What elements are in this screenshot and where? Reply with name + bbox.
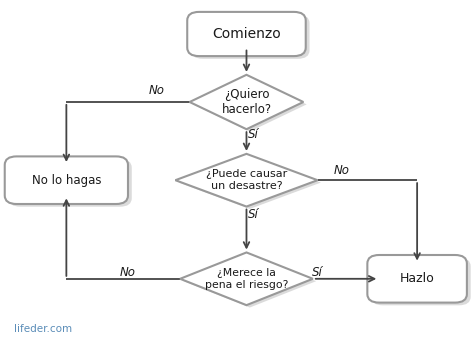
- Polygon shape: [180, 252, 313, 305]
- FancyBboxPatch shape: [371, 258, 471, 305]
- FancyBboxPatch shape: [9, 159, 132, 207]
- Text: Sí: Sí: [312, 266, 323, 278]
- Polygon shape: [190, 75, 303, 129]
- FancyBboxPatch shape: [191, 15, 310, 59]
- Text: Comienzo: Comienzo: [212, 27, 281, 41]
- Text: No: No: [333, 164, 349, 176]
- Text: Sí: Sí: [248, 208, 259, 221]
- FancyBboxPatch shape: [187, 12, 306, 56]
- Text: No: No: [148, 84, 164, 97]
- Polygon shape: [183, 255, 316, 307]
- Text: ¿Puede causar
un desastre?: ¿Puede causar un desastre?: [206, 169, 287, 191]
- Text: No lo hagas: No lo hagas: [32, 174, 101, 187]
- Text: ¿Merece la
pena el riesgo?: ¿Merece la pena el riesgo?: [205, 268, 288, 290]
- Polygon shape: [179, 156, 321, 209]
- FancyBboxPatch shape: [5, 156, 128, 204]
- FancyBboxPatch shape: [367, 255, 467, 303]
- Text: ¿Quiero
hacerlo?: ¿Quiero hacerlo?: [221, 88, 272, 116]
- Polygon shape: [193, 77, 307, 132]
- Polygon shape: [175, 154, 318, 207]
- Text: lifeder.com: lifeder.com: [14, 323, 73, 334]
- Text: Sí: Sí: [248, 128, 259, 141]
- Text: No: No: [120, 266, 136, 278]
- Text: Hazlo: Hazlo: [400, 272, 435, 285]
